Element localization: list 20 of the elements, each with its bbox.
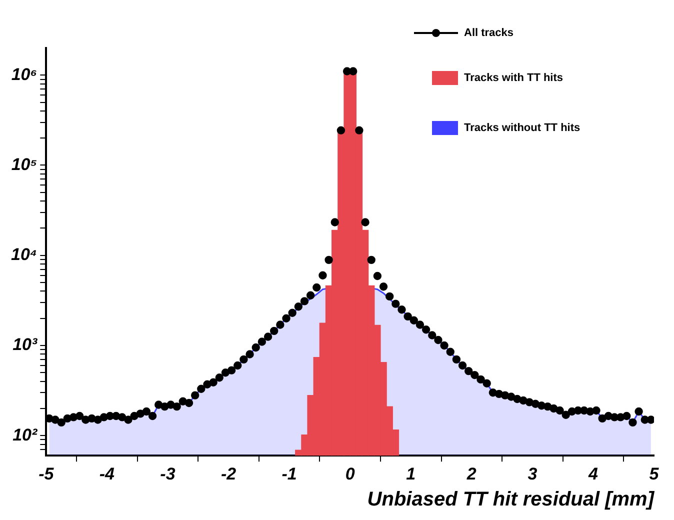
y-tick-label: 10⁵	[11, 154, 38, 174]
y-tick-label: 10⁴	[11, 245, 38, 264]
x-tick-label: -5	[38, 464, 54, 484]
x-tick-label: 0	[345, 464, 356, 484]
x-tick-label: -3	[160, 464, 176, 484]
x-tick-label: 4	[587, 464, 598, 484]
y-tick-label: 10²	[12, 425, 38, 444]
x-axis-title: Unbiased TT hit residual [mm]	[367, 488, 656, 511]
x-tick-label: 2	[466, 464, 477, 484]
legend-label: All tracks	[464, 27, 514, 39]
x-tick-label: 1	[406, 464, 416, 484]
x-tick-label: -1	[282, 464, 297, 484]
x-tick-label: -2	[220, 464, 237, 484]
x-tick-label: -4	[99, 464, 116, 484]
legend-label: Tracks without TT hits	[464, 122, 580, 134]
x-tick-label: 5	[649, 464, 660, 484]
legend-label: Tracks with TT hits	[464, 72, 564, 84]
y-tick-label: 10³	[12, 335, 38, 354]
x-tick-label: 3	[528, 464, 538, 484]
y-tick-label: 10⁶	[11, 64, 38, 84]
